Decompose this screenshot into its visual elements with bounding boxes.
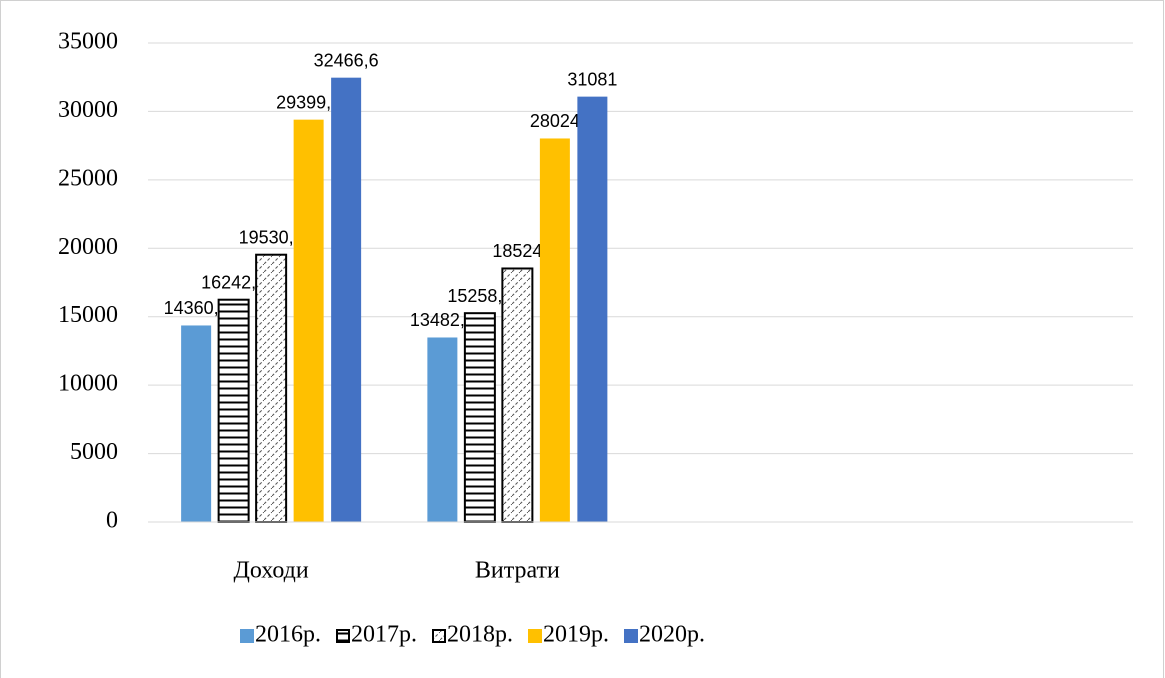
- y-tick-label: 35000: [58, 29, 118, 55]
- bar: [501, 267, 534, 524]
- bar: [331, 77, 362, 522]
- data-label: 15258,3: [447, 286, 512, 306]
- bar: [217, 298, 250, 523]
- y-tick-label: 30000: [58, 97, 118, 123]
- legend-label: 2018р.: [447, 622, 513, 648]
- legend-swatch: [336, 629, 350, 643]
- bar: [577, 96, 608, 523]
- legend-label: 2016р.: [255, 622, 321, 648]
- y-tick-label: 15000: [58, 302, 118, 328]
- bar: [255, 253, 288, 523]
- y-tick-label: 25000: [58, 165, 118, 191]
- y-tick-label: 10000: [58, 371, 118, 397]
- bar: [463, 312, 496, 523]
- data-label: 29399,1: [276, 92, 341, 112]
- data-label: 28024: [530, 111, 580, 131]
- data-label: 32466,6: [314, 50, 379, 70]
- data-label: 16242,6: [201, 272, 266, 292]
- y-tick-label: 0: [106, 508, 118, 534]
- x-tick-label: Доходи: [234, 558, 309, 584]
- legend-swatch: [528, 629, 542, 643]
- y-tick-label: 5000: [70, 439, 118, 465]
- data-label: 19530,8: [239, 227, 304, 247]
- data-label: 18524: [492, 241, 542, 261]
- legend-swatch: [432, 629, 446, 643]
- bar: [539, 138, 570, 522]
- data-label: 14360,8: [164, 298, 229, 318]
- data-label: 13482,3: [410, 310, 475, 330]
- x-tick-label: Витрати: [475, 558, 560, 584]
- legend-swatch: [240, 629, 254, 643]
- bar: [293, 119, 324, 523]
- data-label: 31081: [567, 69, 617, 89]
- legend-swatch: [624, 629, 638, 643]
- legend-label: 2019р.: [543, 622, 609, 648]
- bar: [427, 337, 458, 522]
- legend-label: 2017р.: [351, 622, 417, 648]
- y-tick-label: 20000: [58, 234, 118, 260]
- bar: [181, 325, 212, 522]
- legend-label: 2020р.: [639, 622, 705, 648]
